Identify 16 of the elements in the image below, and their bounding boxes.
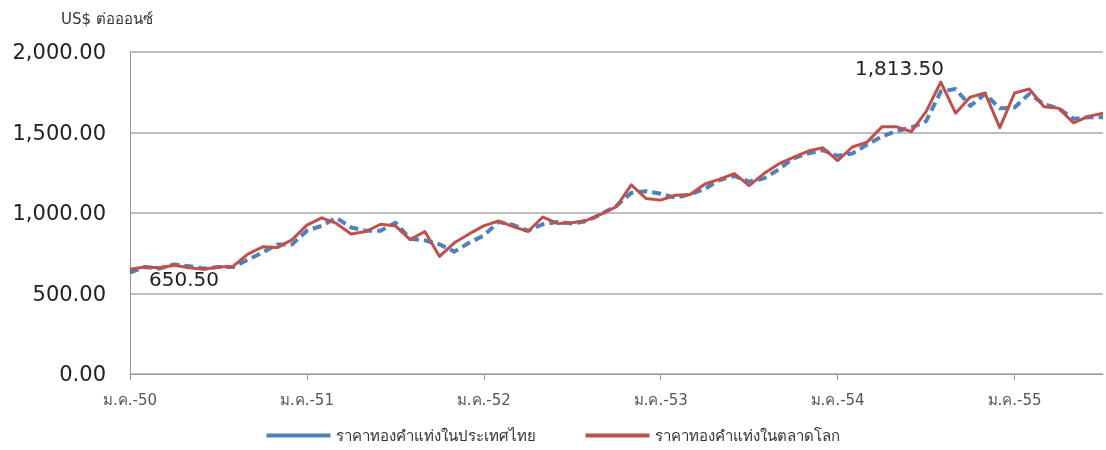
- y-axis-title: US$ ต่อออนซ์: [61, 9, 153, 28]
- y-tick-label: 0.00: [59, 362, 106, 386]
- y-tick-label: 2,000.00: [12, 40, 106, 64]
- x-tick-label: ม.ค.-52: [456, 390, 511, 409]
- annotation: 1,813.50: [855, 56, 945, 80]
- legend-label: ราคาทองคำแท่งในประเทศไทย: [335, 426, 536, 445]
- annotation: 650.50: [149, 267, 219, 292]
- x-tick-label: ม.ค.-54: [810, 390, 865, 409]
- y-tick-label: 1,000.00: [12, 201, 106, 225]
- x-tick-label: ม.ค.-53: [633, 390, 688, 409]
- x-tick-label: ม.ค.-50: [102, 390, 158, 409]
- y-tick-label: 1,500.00: [12, 120, 106, 145]
- x-tick-label: ม.ค.-51: [279, 390, 334, 409]
- x-tick-label: ม.ค.-55: [987, 390, 1042, 409]
- y-tick-label: 500.00: [32, 281, 106, 306]
- legend-label: ราคาทองคำแท่งในตลาดโลก: [654, 426, 840, 445]
